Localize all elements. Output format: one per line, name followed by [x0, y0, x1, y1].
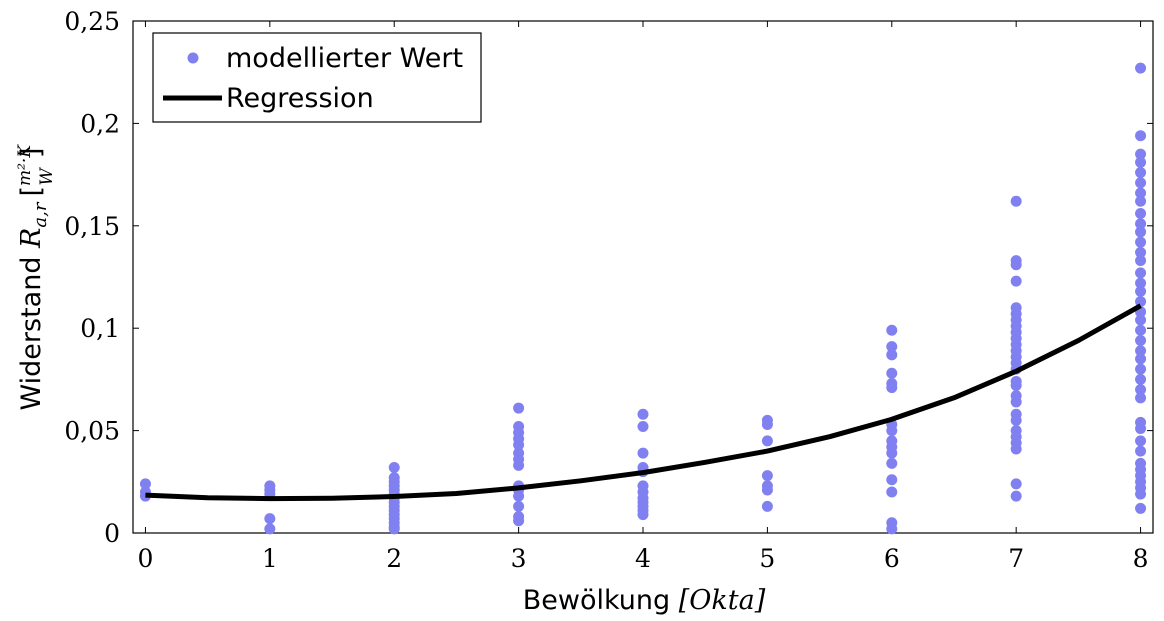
data-point — [1135, 373, 1147, 385]
data-point — [886, 324, 898, 336]
legend-box — [152, 32, 482, 123]
data-point — [388, 523, 400, 535]
data-point — [513, 515, 525, 527]
y-tick-label: 0,1 — [80, 314, 120, 343]
data-point — [1135, 353, 1147, 365]
data-point — [1135, 502, 1147, 514]
y-tick-label: 0,25 — [64, 7, 120, 36]
data-point — [1135, 246, 1147, 258]
data-point — [637, 421, 649, 433]
data-point — [1135, 423, 1147, 435]
data-point — [637, 408, 649, 420]
y-tick-label: 0,2 — [80, 109, 120, 138]
data-point — [886, 457, 898, 469]
data-point — [1135, 363, 1147, 375]
legend-point-marker — [187, 52, 199, 64]
data-point — [1135, 285, 1147, 297]
data-point — [1135, 218, 1147, 230]
data-point — [1135, 267, 1147, 279]
data-point — [1135, 208, 1147, 220]
regression-layer — [145, 303, 1142, 502]
data-point — [513, 439, 525, 451]
x-tick-label: 4 — [635, 544, 651, 573]
x-tick-label: 7 — [1008, 544, 1024, 573]
data-point — [886, 447, 898, 459]
data-point — [1135, 195, 1147, 207]
x-tick-label: 8 — [1133, 544, 1149, 573]
data-point — [1135, 236, 1147, 248]
legend-label-regression: Regression — [226, 83, 374, 114]
data-point — [761, 484, 773, 496]
legend: modellierter Wert Regression — [152, 32, 482, 123]
scatter-points — [139, 62, 1147, 535]
data-point — [1135, 296, 1147, 308]
data-point — [1135, 445, 1147, 457]
data-point — [1135, 167, 1147, 179]
data-point — [1010, 396, 1022, 408]
x-tick-label: 6 — [884, 544, 900, 573]
data-point — [1135, 345, 1147, 357]
x-tick-label: 3 — [511, 544, 527, 573]
legend-label-points: modellierter Wert — [226, 43, 463, 74]
data-point — [1010, 414, 1022, 426]
y-axis-label: Widerstand Ra,r[m²·K W] — [15, 144, 57, 411]
data-point — [761, 418, 773, 430]
data-point — [761, 470, 773, 482]
data-point — [1135, 392, 1147, 404]
data-point — [1010, 443, 1022, 455]
data-point — [886, 367, 898, 379]
data-point — [1135, 435, 1147, 447]
data-point — [1010, 380, 1022, 392]
x-tick-label: 1 — [262, 544, 278, 573]
data-point — [1010, 478, 1022, 490]
y-tick-label: 0,15 — [64, 212, 120, 241]
data-point — [1135, 255, 1147, 267]
data-point — [1010, 490, 1022, 502]
data-point — [1135, 156, 1147, 168]
data-point — [139, 478, 151, 490]
data-point — [513, 459, 525, 471]
data-point — [513, 402, 525, 414]
data-point — [886, 425, 898, 437]
data-point — [886, 382, 898, 394]
data-point — [264, 513, 276, 525]
data-point — [1135, 277, 1147, 289]
data-point — [1010, 195, 1022, 207]
x-tick-label: 0 — [137, 544, 153, 573]
data-point — [761, 435, 773, 447]
data-point — [886, 523, 898, 535]
data-point — [761, 500, 773, 512]
svg-text:Widerstand Ra,r[m²·KW]: Widerstand Ra,r[m²·K W] — [15, 144, 57, 411]
data-point — [1135, 62, 1147, 74]
data-point — [513, 500, 525, 512]
data-point — [1135, 226, 1147, 238]
regression-line — [145, 303, 1142, 502]
data-point — [1135, 334, 1147, 346]
y-tick-label: 0 — [104, 519, 120, 548]
y-tick-label: 0,05 — [64, 417, 120, 446]
data-point — [1010, 259, 1022, 271]
data-point — [1135, 384, 1147, 396]
x-axis-label: Bewölkung [Okta] — [523, 585, 766, 616]
data-point — [1135, 488, 1147, 500]
data-point — [264, 523, 276, 535]
data-point — [886, 341, 898, 353]
data-point — [513, 490, 525, 502]
data-point — [637, 509, 649, 521]
x-tick-label: 5 — [759, 544, 775, 573]
x-tick-label: 2 — [386, 544, 402, 573]
data-point — [388, 461, 400, 473]
data-point — [1135, 130, 1147, 142]
data-point — [1135, 177, 1147, 189]
data-point — [1135, 187, 1147, 199]
data-point — [1135, 314, 1147, 326]
data-point — [886, 486, 898, 498]
data-point — [1135, 148, 1147, 160]
data-point — [886, 349, 898, 361]
data-point — [1010, 275, 1022, 287]
data-point — [886, 474, 898, 486]
data-point — [1135, 324, 1147, 336]
data-point — [637, 447, 649, 459]
